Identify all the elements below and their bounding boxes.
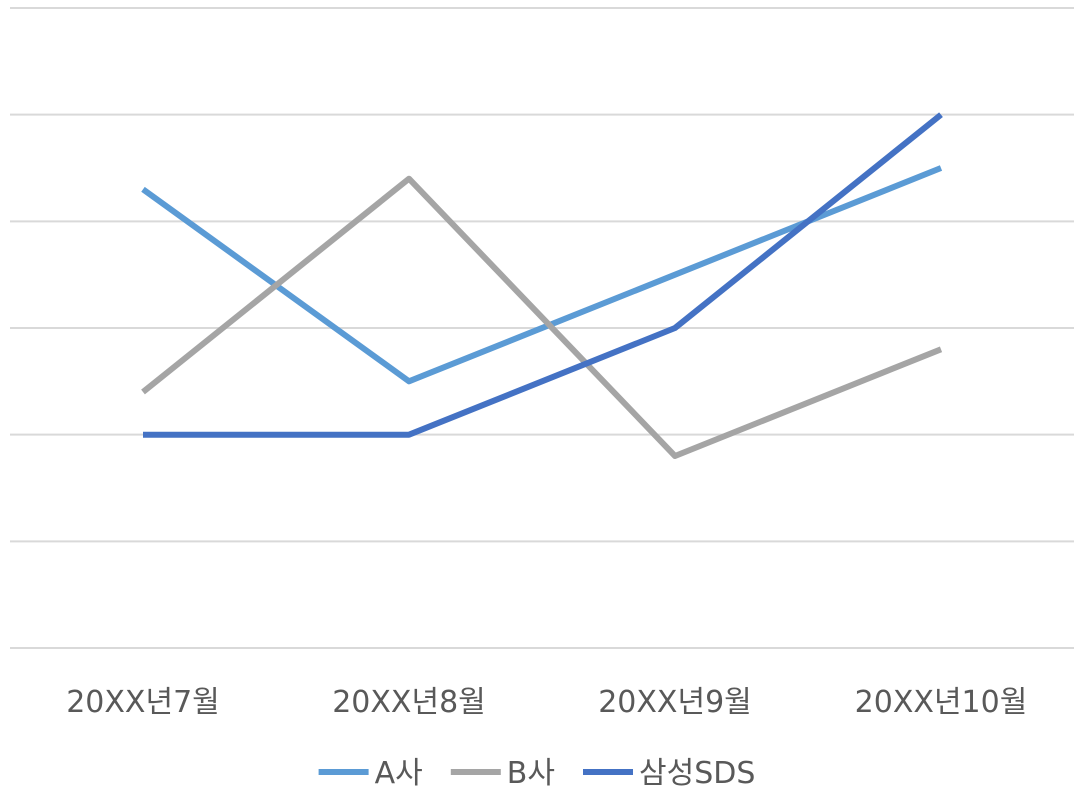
legend-item-1: A사 bbox=[318, 756, 423, 789]
series-line-2 bbox=[141, 175, 943, 459]
legend-item-3: 삼성SDS bbox=[583, 756, 755, 789]
x-axis-tick-labels: 20XX년7월 20XX년8월 20XX년9월 20XX년10월 bbox=[66, 685, 1027, 720]
x-tick-label: 20XX년9월 bbox=[598, 685, 752, 720]
legend-label: A사 bbox=[375, 756, 423, 789]
series-lines bbox=[141, 112, 943, 459]
legend: A사 B사 삼성SDS bbox=[318, 756, 755, 789]
legend-label: 삼성SDS bbox=[639, 756, 755, 789]
x-tick-label: 20XX년10월 bbox=[855, 685, 1028, 720]
x-tick-label: 20XX년7월 bbox=[66, 685, 220, 720]
legend-label: B사 bbox=[507, 756, 555, 789]
legend-item-2: B사 bbox=[450, 756, 555, 789]
series-line-3 bbox=[143, 112, 943, 438]
x-tick-label: 20XX년8월 bbox=[332, 685, 486, 720]
series-line-1 bbox=[141, 165, 943, 385]
